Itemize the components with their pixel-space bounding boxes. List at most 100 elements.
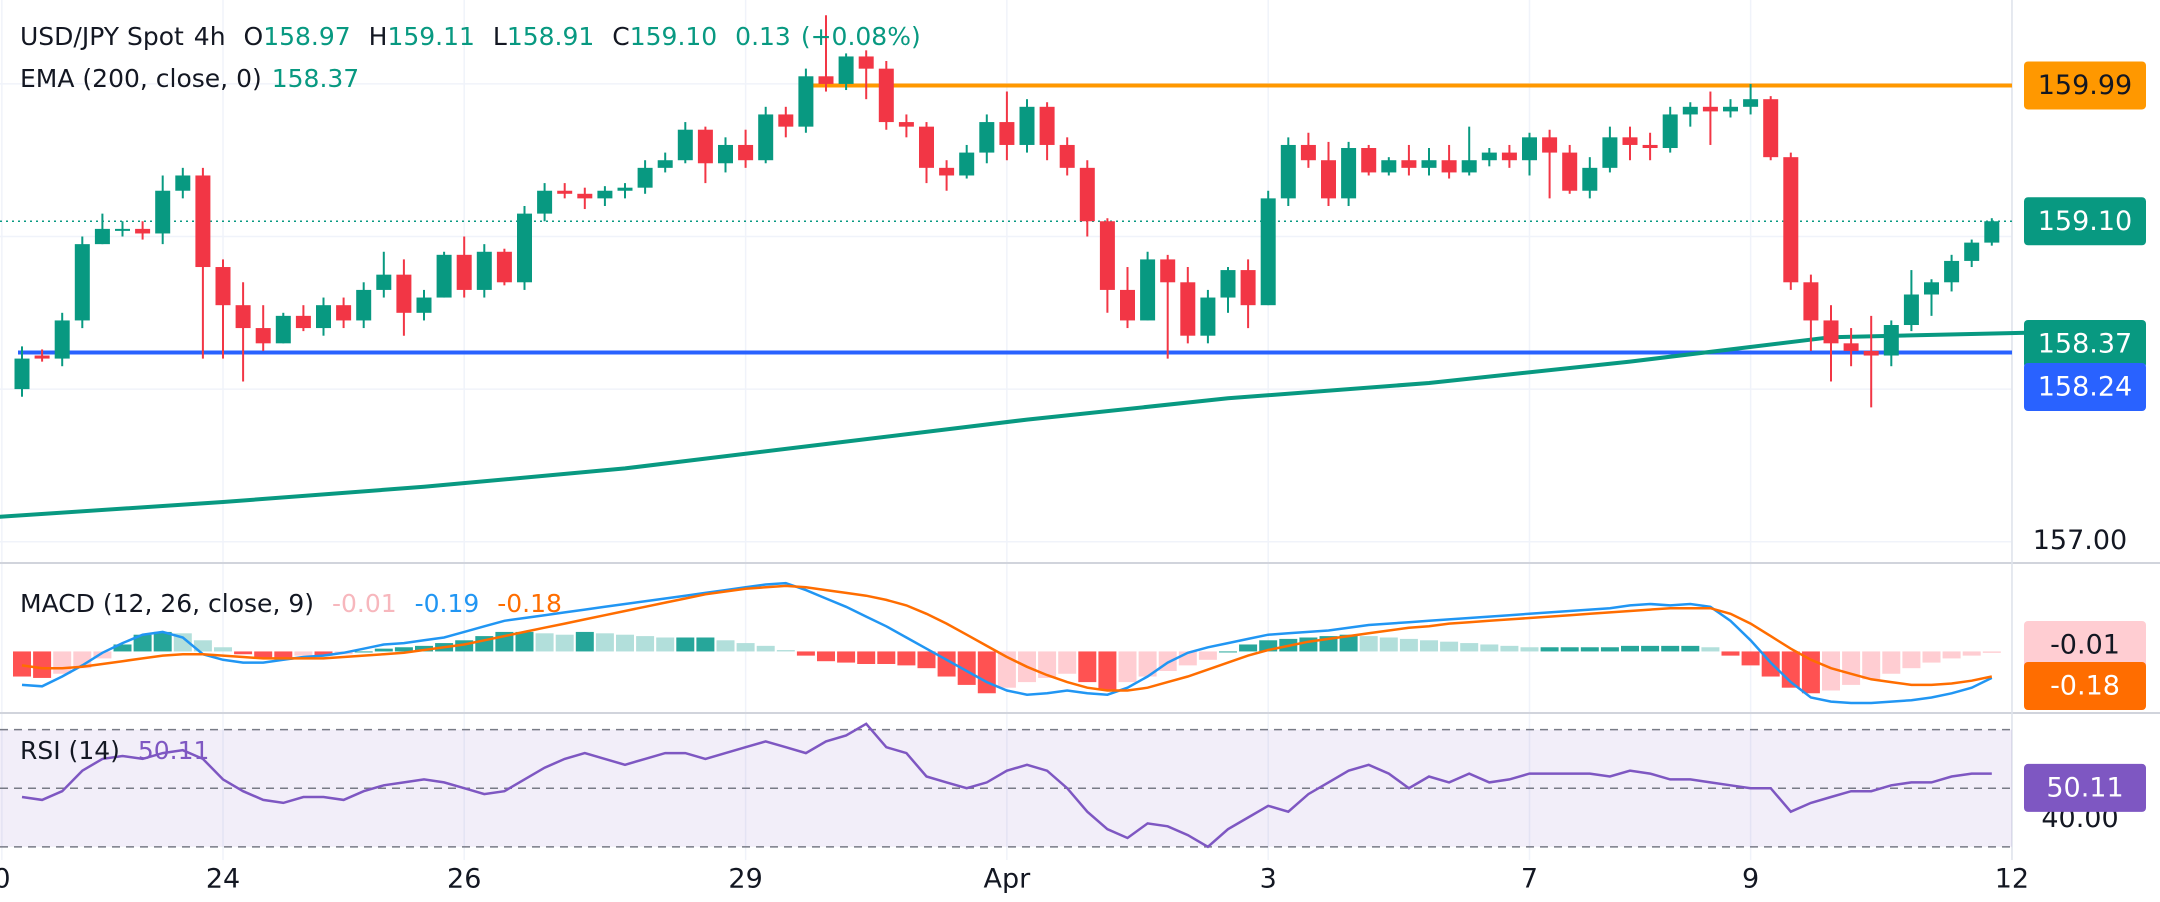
candle-body <box>818 76 834 84</box>
macd-histogram-bar <box>1198 651 1217 660</box>
candle-body <box>1381 160 1397 173</box>
candle-body <box>1903 294 1919 326</box>
macd-histogram-bar <box>1460 643 1479 652</box>
macd-line <box>21 581 1993 705</box>
macd-histogram-bar <box>93 651 112 659</box>
price-tick-label: 157.00 <box>2033 525 2127 556</box>
candle-body <box>476 251 492 290</box>
price-axis[interactable]: 157.00 159.99 159.10 158.37 158.24 -0.01 -0.18… <box>2024 61 2146 834</box>
interval: 4h <box>193 22 226 51</box>
candle-body <box>94 228 110 245</box>
price-pane <box>0 15 2033 519</box>
time-axis[interactable]: 0 24 26 29 Apr 3 7 9 12 <box>0 864 2029 895</box>
candle-body <box>959 152 975 176</box>
macd-histogram-bar <box>1540 647 1559 652</box>
low-label: L <box>492 22 507 51</box>
macd-histogram-bar <box>1701 647 1720 652</box>
macd-histogram-bar <box>1922 651 1941 663</box>
macd-hist-badge-bg <box>2024 621 2146 669</box>
open-label: O <box>243 22 264 51</box>
macd-histogram-bar <box>1942 651 1961 659</box>
macd-histogram-bar <box>1339 634 1358 652</box>
macd-histogram-bar <box>455 640 474 652</box>
candle-body <box>738 144 754 161</box>
ema-legend: EMA (200, close, 0) 158.37 <box>20 64 369 93</box>
candle-body <box>838 56 854 84</box>
time-tick-label: Apr <box>984 864 1032 895</box>
macd-histogram-bar <box>1520 647 1539 652</box>
candle-body <box>1562 152 1578 191</box>
macd-label: MACD (12, 26, close, 9) <box>20 589 314 618</box>
candle-body <box>778 114 794 127</box>
macd-histogram-bar <box>1098 651 1117 691</box>
macd-histogram-bar <box>1420 640 1438 652</box>
macd-signal-line <box>21 584 1993 692</box>
macd-histogram-bar <box>153 631 172 652</box>
candle-body <box>517 213 532 283</box>
macd-histogram-bar <box>636 636 655 652</box>
close-value: 159.10 <box>629 22 718 51</box>
time-tick-label: 9 <box>1742 864 1759 895</box>
candle-body <box>1783 157 1799 283</box>
candle-body <box>1481 152 1497 161</box>
candle-body <box>999 122 1015 145</box>
candle-body <box>1883 325 1899 356</box>
candle-body <box>1079 167 1095 222</box>
rsi-label: RSI (14) <box>20 736 120 765</box>
rsi-line <box>21 722 1992 849</box>
macd-histogram-bar <box>716 640 735 652</box>
ema-price-badge-bg <box>2024 320 2146 368</box>
macd-histogram-bar <box>957 651 976 685</box>
candle-body <box>195 175 211 268</box>
macd-histogram-bar <box>877 651 896 664</box>
macd-histogram-bar <box>1078 651 1097 683</box>
candle-body <box>1200 297 1216 336</box>
candle-body <box>919 126 934 168</box>
macd-histogram-bar <box>274 651 293 660</box>
candle-body <box>1642 144 1658 149</box>
macd-histogram-bar <box>1681 645 1700 652</box>
time-tick-label: 7 <box>1521 864 1538 895</box>
rsi-value: 50.11 <box>137 736 210 765</box>
candle-body <box>1180 282 1196 336</box>
macd-histogram-bar <box>555 634 574 652</box>
high-label: H <box>368 22 388 51</box>
candle-body <box>1059 144 1075 168</box>
macd-histogram-bar <box>515 631 534 652</box>
macd-histogram-bar <box>756 645 775 652</box>
macd-histogram-bar <box>917 651 936 669</box>
candle-body <box>1863 350 1879 356</box>
macd-histogram-bar <box>857 651 876 664</box>
candle-body <box>617 187 633 191</box>
candle-body <box>1682 106 1698 115</box>
macd-histogram-bar <box>234 651 253 655</box>
open-value: 158.97 <box>263 22 351 51</box>
rsi-pane <box>0 722 2012 849</box>
macd-histogram-bar <box>1500 645 1519 652</box>
macd-histogram-bar <box>254 651 273 659</box>
macd-histogram-bar <box>1822 651 1840 691</box>
candle-body <box>1944 260 1960 283</box>
candle-body <box>416 297 432 313</box>
macd-histogram-bar <box>415 645 433 652</box>
candle-body <box>657 160 673 168</box>
candle-body <box>537 190 553 214</box>
candle-body <box>316 305 331 329</box>
candle-body <box>677 129 693 161</box>
candle-body <box>175 175 191 191</box>
time-tick-label: 3 <box>1260 864 1277 895</box>
resistance-price-badge-bg <box>2024 61 2146 110</box>
support-price-badge-bg <box>2024 363 2146 411</box>
macd-signal-badge: -0.18 <box>2050 671 2120 702</box>
candle-body <box>1501 152 1517 161</box>
macd-histogram-bar <box>535 633 554 652</box>
candle-body <box>637 167 653 188</box>
candle-body <box>697 129 713 164</box>
candle-body <box>336 305 352 321</box>
candle-body <box>1361 148 1377 173</box>
candle-body <box>1622 137 1638 145</box>
macd-histogram-bar <box>1621 645 1639 652</box>
symbol-name: USD/JPY Spot <box>20 22 184 51</box>
time-tick-label: 12 <box>1995 864 2029 895</box>
macd-histogram-bar <box>776 650 795 652</box>
